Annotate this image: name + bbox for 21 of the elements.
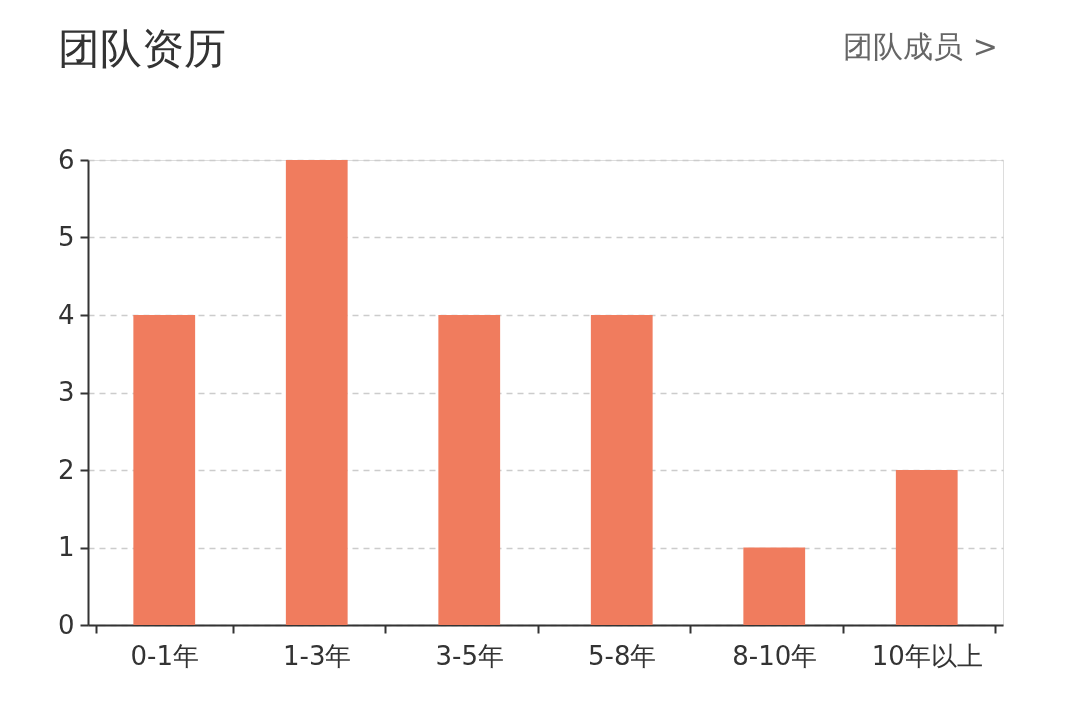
y-tick-label: 2	[57, 454, 75, 485]
x-tick-label: 3-5年	[435, 640, 504, 671]
x-tick-label: 10年以上	[871, 640, 983, 671]
y-tick-label: 5	[57, 222, 75, 252]
bar	[895, 470, 958, 625]
x-tick-label: 0-1年	[130, 640, 199, 671]
y-tick-label: 0	[57, 609, 75, 640]
bar	[743, 547, 806, 625]
y-tick-label: 6	[57, 144, 75, 175]
x-tick-label: 5-8年	[588, 640, 657, 671]
bar	[438, 315, 501, 625]
bar	[590, 315, 653, 625]
bar	[133, 315, 196, 625]
x-tick-label: 8-10年	[732, 640, 818, 671]
chart-title: 团队资历	[58, 24, 226, 73]
y-tick-label: 1	[57, 532, 75, 562]
y-tick-label: 3	[57, 377, 75, 407]
text: 团队成员 >	[843, 29, 998, 64]
x-tick-label: 1-3年	[283, 640, 352, 671]
bar	[285, 160, 348, 625]
y-tick-label: 4	[57, 299, 75, 330]
